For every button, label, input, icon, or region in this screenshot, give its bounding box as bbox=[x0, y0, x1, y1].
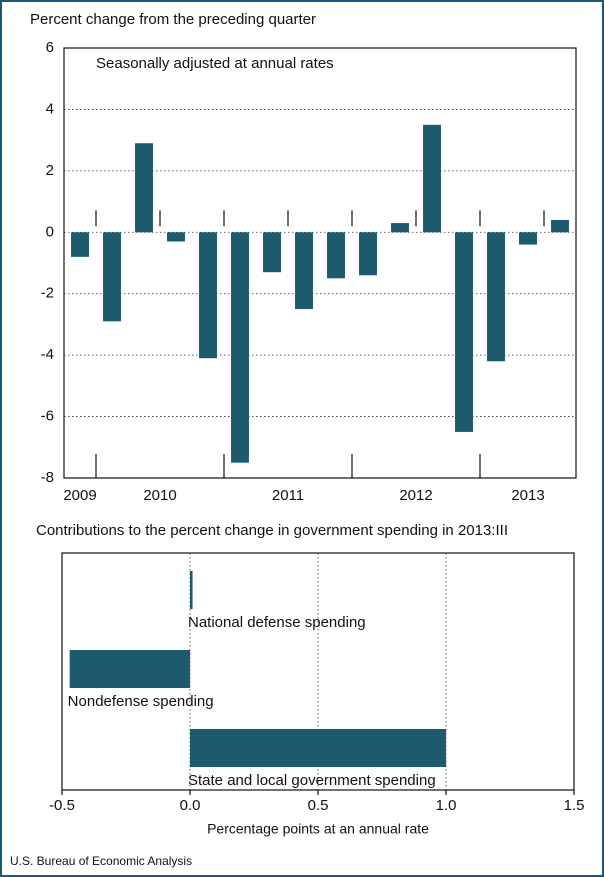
y-tick-label: 6 bbox=[46, 39, 54, 56]
bar bbox=[423, 124, 441, 233]
chart-title: Contributions to the percent change in g… bbox=[36, 522, 508, 539]
bar bbox=[391, 223, 409, 233]
chart-title: Percent change from the preceding quarte… bbox=[30, 11, 316, 28]
x-tick-label: 0.0 bbox=[180, 797, 201, 814]
y-tick-label: -6 bbox=[41, 408, 54, 425]
x-tick-label: 2012 bbox=[399, 487, 432, 504]
bar bbox=[519, 232, 537, 245]
bar bbox=[167, 232, 185, 242]
plot-area bbox=[63, 47, 577, 479]
y-tick-label: 2 bbox=[46, 162, 54, 179]
bar bbox=[231, 232, 249, 463]
bar bbox=[327, 232, 345, 279]
bar bbox=[71, 232, 89, 257]
x-axis-label: Percentage points at an annual rate bbox=[207, 821, 429, 837]
bar bbox=[359, 232, 377, 276]
x-tick-label: 2011 bbox=[272, 487, 304, 504]
y-tick-label: -8 bbox=[41, 469, 54, 486]
x-tick-label: 2010 bbox=[143, 487, 176, 504]
y-tick-label: 0 bbox=[46, 223, 54, 240]
bar bbox=[551, 220, 569, 233]
bar bbox=[103, 232, 121, 322]
x-tick-label: -0.5 bbox=[49, 797, 75, 814]
bar bbox=[199, 232, 217, 359]
bar bbox=[190, 729, 446, 767]
x-tick-label: 1.0 bbox=[436, 797, 457, 814]
bar bbox=[135, 143, 153, 233]
x-tick-label: 0.5 bbox=[308, 797, 329, 814]
y-tick-label: -2 bbox=[41, 285, 54, 302]
bar-label: State and local government spending bbox=[188, 772, 436, 789]
bar bbox=[455, 232, 473, 432]
bar-label: National defense spending bbox=[188, 614, 366, 631]
x-tick-label: 2009 bbox=[63, 487, 96, 504]
x-tick-label: 1.5 bbox=[564, 797, 585, 814]
y-tick-label: 4 bbox=[46, 100, 54, 117]
bar-label: Nondefense spending bbox=[68, 693, 214, 710]
y-tick-label: -4 bbox=[41, 346, 54, 363]
bar bbox=[190, 571, 193, 609]
bar bbox=[295, 232, 313, 310]
chart-subtitle: Seasonally adjusted at annual rates bbox=[96, 55, 334, 72]
x-tick-label: 2013 bbox=[511, 487, 544, 504]
source: U.S. Bureau of Economic Analysis bbox=[10, 854, 192, 868]
bar bbox=[263, 232, 281, 273]
bar bbox=[69, 650, 190, 688]
bar bbox=[487, 232, 505, 362]
